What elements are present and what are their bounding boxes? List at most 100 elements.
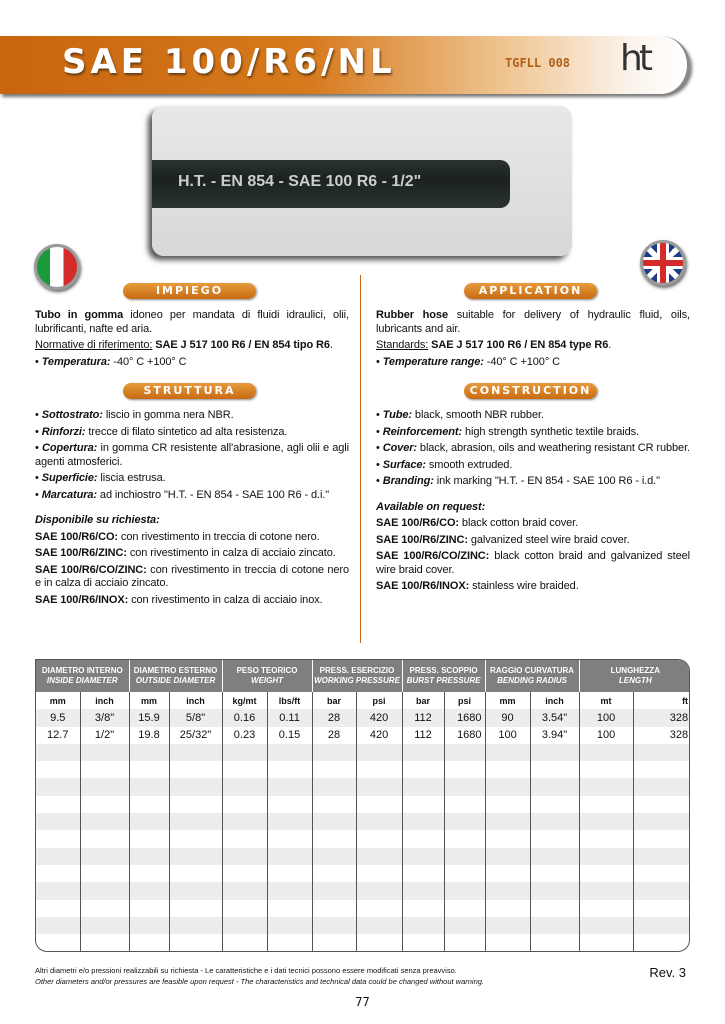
empty-row (36, 882, 689, 900)
temp-value: -40° C +100° C (483, 355, 560, 368)
table-cell: 0.23 (222, 726, 268, 744)
empty-cell (633, 778, 689, 796)
item-value: in gomma CR resistente all'abrasione, ag… (35, 442, 349, 468)
table-cell: 1680 (444, 709, 486, 727)
variant-item: SAE 100/R6/CO: con rivestimento in trecc… (35, 531, 349, 545)
variant-item: SAE 100/R6/CO: black cotton braid cover. (376, 517, 690, 531)
empty-cell (129, 761, 170, 779)
text-columns: IMPIEGO Tubo in gomma idoneo per mandata… (0, 275, 725, 651)
norm-label: Standards: (376, 339, 429, 351)
empty-cell (356, 761, 403, 779)
empty-cell (485, 813, 531, 831)
item-label: Branding: (382, 475, 434, 487)
empty-cell (356, 813, 403, 831)
empty-cell (267, 916, 313, 935)
empty-cell (36, 916, 81, 935)
empty-cell (444, 864, 486, 883)
empty-cell (222, 778, 268, 796)
empty-cell (129, 743, 170, 762)
empty-cell (444, 847, 486, 865)
empty-cell (312, 847, 357, 865)
unit-cell: inch (169, 692, 223, 710)
variant-item: SAE 100/R6/CO/ZINC: con rivestimento in … (35, 564, 349, 591)
empty-cell (633, 882, 689, 900)
table-cell: 15.9 (129, 709, 170, 727)
struttura-section: • Sottostrato: liscio in gomma nera NBR.… (35, 409, 349, 607)
item-label: Marcatura: (41, 488, 97, 501)
empty-row (36, 830, 689, 848)
footer-note: Altri diametri e/o pressioni realizzabil… (35, 965, 625, 987)
empty-cell (356, 847, 403, 865)
empty-cell (267, 761, 313, 779)
item-value: black, abrasion, oils and weathering res… (416, 442, 690, 454)
structure-item: • Surface: smooth extruded. (376, 458, 513, 471)
empty-cell (129, 778, 170, 796)
table-cell: 28 (312, 726, 357, 744)
unit-cell: mm (36, 692, 81, 710)
variant-code: SAE 100/R6/ZINC: (376, 533, 468, 546)
norm-value: SAE J 517 100 R6 / EN 854 tipo R6 (152, 339, 330, 351)
empty-cell (579, 830, 634, 848)
norm-value: SAE J 517 100 R6 / EN 854 type R6 (428, 339, 609, 351)
hose-image (152, 160, 510, 208)
empty-cell (633, 743, 689, 762)
variant-code: SAE 100/R6/CO: (376, 517, 459, 529)
group-label-en: WORKING PRESSURE (314, 676, 400, 685)
unit-cell: bar (312, 692, 357, 710)
unit-cell: kg/mt (222, 692, 268, 710)
empty-cell (267, 934, 313, 952)
empty-row (36, 795, 689, 814)
empty-cell (267, 899, 313, 917)
empty-cell (402, 882, 445, 900)
empty-cell (402, 934, 445, 952)
revision: Rev. 3 (649, 965, 686, 981)
table-cell: 1680 (444, 726, 486, 744)
group-label-it: DIAMETRO INTERNO (41, 666, 123, 675)
table-cell: 328 (633, 709, 689, 727)
unit-cell: psi (444, 692, 486, 710)
table-cell: 0.11 (267, 709, 313, 727)
empty-cell (222, 882, 268, 900)
structure-item: • Cover: black, abrasion, oils and weath… (376, 442, 690, 454)
table-cell: 12.7 (36, 726, 81, 744)
variant-code: SAE 100/R6/CO/ZINC: (376, 550, 490, 562)
empty-cell (36, 761, 81, 779)
empty-row (36, 916, 689, 935)
available-label: Disponibile su richiesta: (35, 514, 160, 526)
empty-cell (222, 743, 268, 762)
empty-cell (36, 847, 81, 865)
group-label-it: PRESS. ESERCIZIO (319, 666, 395, 675)
table-cell: 0.16 (222, 709, 268, 727)
empty-row (36, 761, 689, 779)
empty-cell (444, 778, 486, 796)
table-cell: 420 (356, 726, 403, 744)
construction-badge: CONSTRUCTION (464, 383, 597, 399)
empty-cell (267, 813, 313, 831)
empty-cell (312, 864, 357, 883)
variant-desc: con rivestimento in treccia di cotone ne… (117, 530, 320, 543)
table-cell: 1/2" (80, 726, 130, 744)
empty-cell (402, 847, 445, 865)
empty-cell (633, 916, 689, 935)
construction-section: • Tube: black, smooth NBR rubber. • Reinf… (376, 409, 690, 594)
intro-bold: Rubber hose (376, 309, 448, 321)
application-badge: APPLICATION (464, 283, 597, 299)
available-heading: Disponibile su richiesta: (35, 514, 349, 528)
empty-cell (356, 899, 403, 917)
empty-cell (530, 795, 580, 814)
empty-cell (356, 795, 403, 814)
unit-cell: mt (579, 692, 634, 710)
empty-cell (402, 830, 445, 848)
unit-cell: bar (402, 692, 445, 710)
empty-cell (80, 916, 130, 935)
table-cell: 28 (312, 709, 357, 727)
item-value: ad inchiostro "H.T. - EN 854 - SAE 100 R… (96, 488, 330, 501)
empty-cell (444, 743, 486, 762)
variant-code: SAE 100/R6/CO: (35, 530, 118, 543)
empty-cell (36, 899, 81, 917)
empty-cell (222, 934, 268, 952)
item-value: ink marking "H.T. - EN 854 - SAE 100 R6 … (433, 475, 660, 487)
empty-cell (312, 761, 357, 779)
empty-cell (530, 813, 580, 831)
intro-text: suitable for delivery of hydraulic fluid… (376, 309, 690, 335)
